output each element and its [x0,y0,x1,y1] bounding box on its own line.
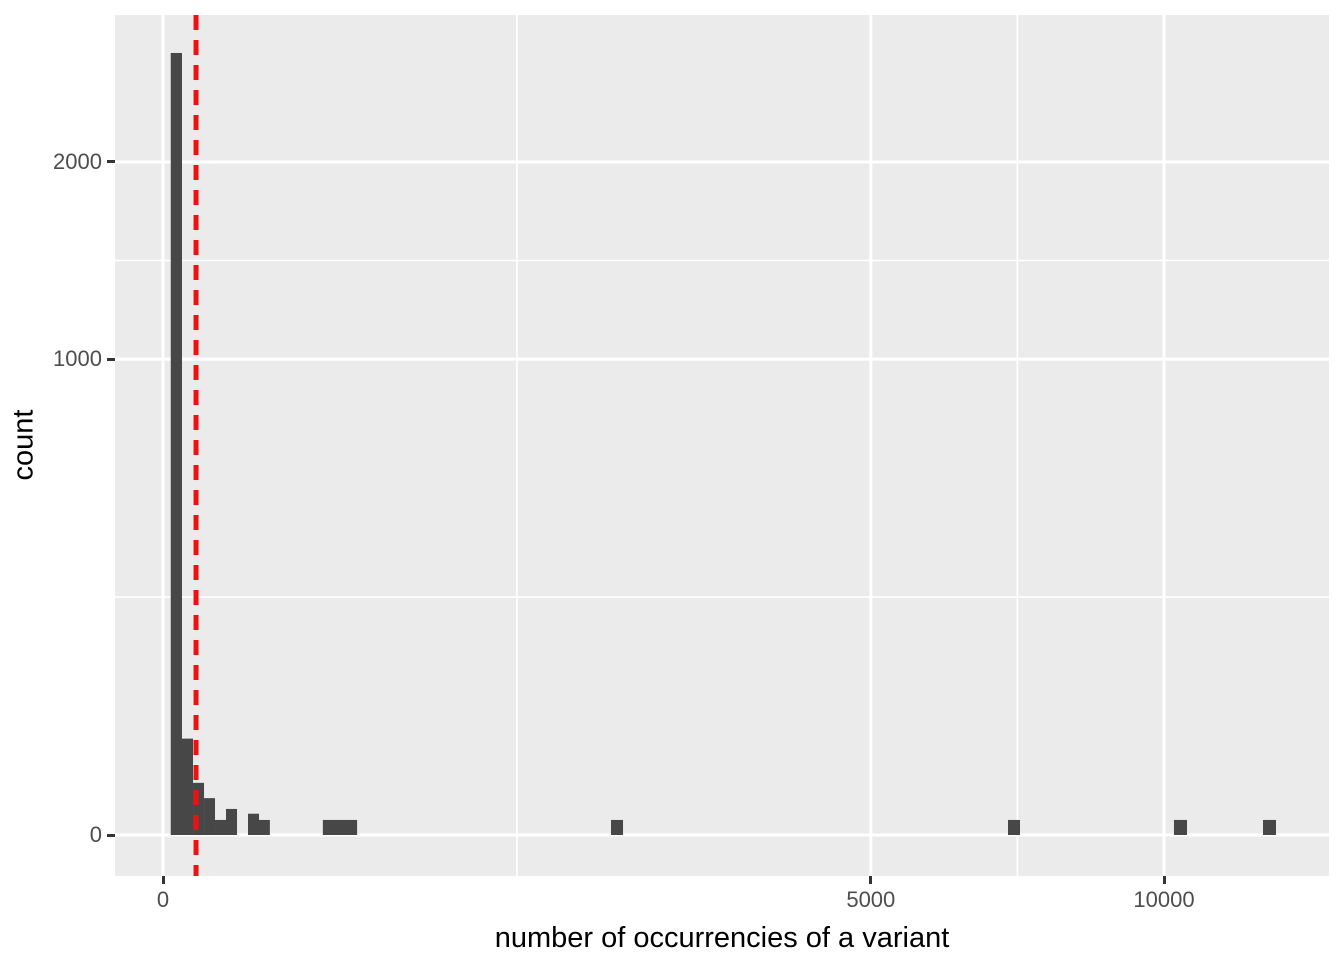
x-axis-tick [1162,876,1166,884]
x-axis-title: number of occurrencies of a variant [494,922,950,954]
histogram-bar [1008,819,1021,835]
histogram-bar [259,819,270,835]
plot-canvas [115,15,1329,876]
y-axis-tick-label: 0 [89,822,102,847]
histogram-bar [181,738,194,835]
x-axis-tick [869,876,873,884]
histogram-bar [170,52,182,835]
x-axis-tick-label: 0 [156,887,170,912]
panel-background [115,15,1329,876]
y-axis-tick [107,160,115,164]
y-axis-title: count [7,409,40,481]
histogram-bar [247,813,260,835]
histogram-bar [610,819,624,835]
histogram-bar [215,819,226,835]
y-axis-tick-label: 2000 [53,148,102,174]
histogram-bar [225,808,238,835]
histogram-bar [1263,819,1277,835]
histogram-bar [1173,819,1188,835]
plot-panel [115,15,1329,876]
x-axis-tick-label: 10000 [1133,887,1195,912]
y-axis-tick [107,833,115,837]
y-axis-tick-label: 1000 [53,346,102,372]
histogram-bar [204,798,216,835]
histogram-bar [322,819,358,835]
y-axis-tick [107,357,115,361]
histogram-bar [193,782,205,835]
x-axis-tick-label: 5000 [846,887,896,912]
x-axis-tick [161,876,165,884]
